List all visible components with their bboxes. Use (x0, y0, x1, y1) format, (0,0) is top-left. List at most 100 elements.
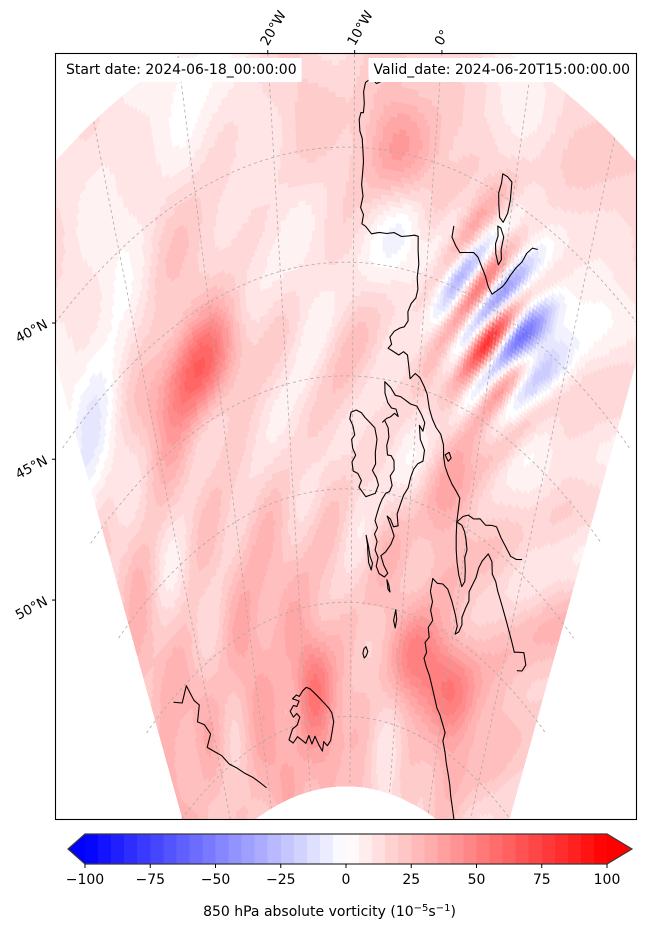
colorbar-tick-label: 75 (533, 872, 551, 888)
colorbar-swatch (476, 834, 490, 864)
valid-date-text: Valid_date: 2024-06-20T15:00:00.00 (374, 62, 631, 78)
colorbar-swatch (411, 834, 425, 864)
colorbar-swatch (202, 834, 216, 864)
coastline-france-iberia (387, 234, 461, 523)
graticule (55, 53, 637, 820)
gridline-lon (349, 53, 356, 787)
coastline-iceland (288, 686, 335, 752)
start-date-background (61, 58, 302, 82)
coastlines (173, 74, 538, 820)
valid-date-annotation: Valid_date: 2024-06-20T15:00:00.00 (368, 58, 635, 82)
map-axes: 20°W 10°W 0° 50°N45°N40°N (13, 8, 638, 821)
colorbar-extend-low (68, 834, 85, 864)
colorbar-swatch (515, 834, 530, 864)
coastline-italy-nw (501, 247, 538, 288)
colorbar-swatch (228, 834, 242, 864)
coastline-britain (373, 381, 426, 578)
colorbar-swatch (437, 834, 451, 864)
colorbar-swatch (359, 834, 373, 864)
lon-label-0°: 0° (432, 27, 454, 48)
gridline-lon (93, 121, 231, 820)
gridline-lon (470, 137, 616, 820)
coastline-faroe (362, 646, 369, 659)
coastline-sardinia (498, 173, 513, 223)
gridline-lon (267, 53, 311, 792)
colorbar-extend-high (607, 834, 632, 864)
colorbar-tick-label: 100 (594, 872, 621, 888)
colorbar-swatch (346, 834, 360, 864)
colorbar-swatch (593, 834, 608, 864)
colorbar-swatch (319, 834, 334, 864)
coastline-shetland (393, 609, 398, 629)
colorbar-swatch (150, 834, 164, 864)
colorbar-tick-label: 50 (468, 872, 486, 888)
coastline-norway-w (423, 578, 455, 820)
coastline-corsica (494, 225, 505, 266)
colorbar-swatch (554, 834, 569, 864)
colorbar-ticks (84, 864, 608, 868)
colorbar-tick-labels: −100 −75 −50 −25 0 25 50 75 100 (66, 872, 621, 888)
coastline-baltic-poland (491, 573, 515, 653)
start-date-text: Start date: 2024-06-18_00:00:00 (66, 62, 297, 78)
colorbar-swatches (68, 834, 632, 864)
colorbar-swatch (267, 834, 282, 864)
gridline-lon (427, 66, 532, 814)
colorbar-swatch (163, 834, 177, 864)
colorbar-swatch (98, 834, 112, 864)
colorbar-swatch (489, 834, 503, 864)
coastline-netherlands-inner (444, 451, 452, 462)
gridline-lat (146, 601, 546, 734)
coastline-orkney (386, 579, 391, 593)
colorbar-swatch (85, 834, 99, 864)
coastline-germany-poland-coast (456, 514, 523, 561)
colorbar-swatch (111, 834, 125, 864)
colorbar-tick-label: 0 (342, 872, 351, 888)
colorbar-tick-label: 25 (402, 872, 420, 888)
coastline-ireland (349, 409, 380, 498)
colorbar-axis-label: 850 hPa absolute vorticity (10−5s−1) (203, 903, 456, 920)
map-frame (54, 52, 638, 821)
colorbar-swatch (306, 834, 321, 864)
coastline-baltic-latvia (513, 651, 527, 672)
colorbar-swatch (124, 834, 138, 864)
colorbar-swatch (189, 834, 203, 864)
colorbar-swatch (385, 834, 399, 864)
colorbar-swatch (280, 834, 295, 864)
colorbar-swatch (424, 834, 438, 864)
coastline-denmark (455, 521, 468, 588)
gridline-lon (177, 55, 272, 809)
start-date-annotation: Start date: 2024-06-18_00:00:00 (61, 58, 302, 82)
vorticity-field (55, 53, 637, 820)
colorbar-swatch (580, 834, 595, 864)
colorbar: −100 −75 −50 −25 0 25 50 75 100 850 hPa absolute… (66, 833, 634, 920)
gridline-lat (181, 716, 511, 820)
valid-date-background (368, 58, 635, 82)
colorbar-swatch (176, 834, 190, 864)
coastline-hebrides (365, 534, 374, 571)
colorbar-swatch (293, 834, 308, 864)
colorbar-tick-label: −75 (135, 872, 165, 888)
colorbar-swatch (463, 834, 477, 864)
colorbar-swatch (567, 834, 582, 864)
colorbar-swatch (450, 834, 464, 864)
colorbar-tick-label: −50 (201, 872, 231, 888)
colorbar-tick-label: −100 (66, 872, 104, 888)
gridline-lat (118, 488, 574, 639)
coastline-iberia (358, 74, 416, 238)
coastline-greenland-se (173, 685, 267, 789)
coastline-sweden-w (461, 553, 493, 619)
coastline-med-france (451, 225, 503, 295)
colorbar-swatch (372, 834, 386, 864)
colorbar-swatch (541, 834, 556, 864)
colorbar-swatch (398, 834, 412, 864)
colorbar-swatch (254, 834, 269, 864)
colorbar-swatch (502, 834, 517, 864)
colorbar-swatch (137, 834, 151, 864)
colorbar-swatch (241, 834, 256, 864)
gridline-lat (90, 375, 602, 544)
colorbar-swatch (215, 834, 229, 864)
colorbar-swatch (332, 834, 347, 864)
gridline-lon (389, 53, 443, 794)
axis-ticks (52, 50, 443, 601)
